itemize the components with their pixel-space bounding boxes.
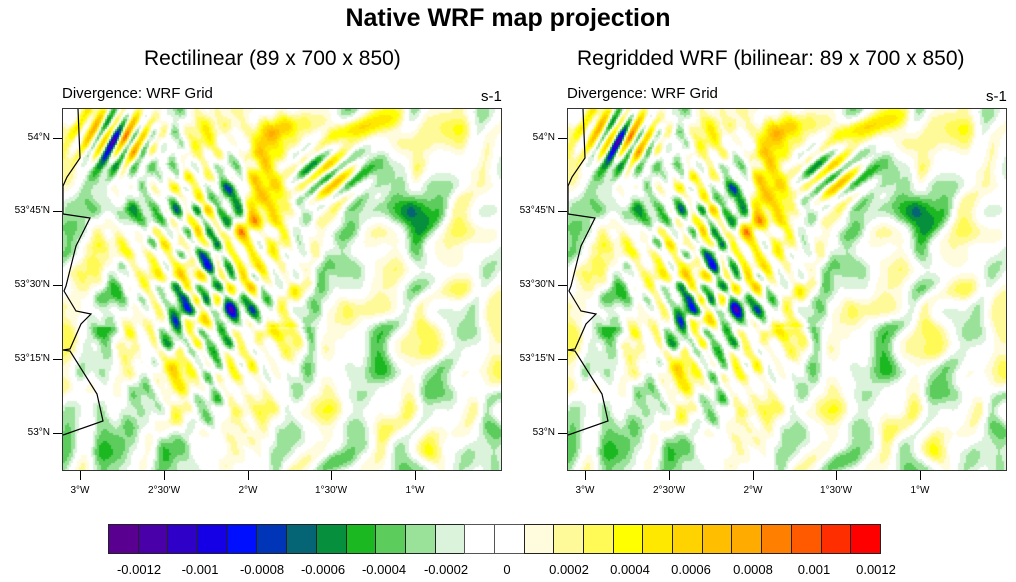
colorbar-box [820,524,852,554]
main-title: Native WRF map projection [345,4,671,32]
colorbar-box [167,524,199,554]
colorbar-box [850,524,881,554]
units-label: s-1 [986,88,1007,105]
y-tick [53,359,62,360]
x-tick [920,471,921,480]
x-tick [836,471,837,480]
y-tick-label: 53°N [532,427,555,438]
coastline [568,109,609,436]
divergence-field [63,109,501,470]
panel-title: Rectilinear (89 x 700 x 850) [144,47,401,70]
x-tick-label: 1°W [910,485,930,496]
coastline [63,109,104,436]
colorbar-box [583,524,614,554]
colorbar-label: 0.0008 [733,562,773,577]
y-tick [53,433,62,434]
colorbar-box [790,524,822,554]
x-tick-label: 2°W [743,485,763,496]
x-tick [248,471,249,480]
y-tick [558,359,567,360]
y-tick [53,138,62,139]
x-tick-label: 2°30'W [652,485,686,496]
panel-rectilinear: Rectilinear (89 x 700 x 850) Divergence:… [0,0,508,500]
x-tick-label: 1°W [405,485,425,496]
x-tick-label: 3°W [70,485,90,496]
colorbar-label: 0.0012 [856,562,896,577]
colorbar-label: 0 [503,562,511,577]
y-tick-label: 53°30'N [14,279,50,290]
colorbar-box [137,524,169,554]
x-tick-label: 2°30'W [147,485,181,496]
y-tick-label: 53°45'N [14,205,50,216]
x-tick-label: 1°30'W [819,485,853,496]
colorbar-box [434,524,466,554]
colorbar [108,524,881,554]
y-tick-label: 54°N [27,132,50,143]
colorbar-label: 0.001 [797,562,831,577]
colorbar-box [226,524,258,554]
y-tick-label: 54°N [532,132,555,143]
panel-regridded: Regridded WRF (bilinear: 89 x 700 x 850)… [505,0,1013,500]
colorbar-label: -0.0008 [239,562,285,577]
x-tick [415,471,416,480]
colorbar-box [286,524,317,554]
colorbar-label: -0.0006 [300,562,346,577]
y-tick [558,433,567,434]
colorbar-box [404,524,436,554]
colorbar-label: -0.0002 [423,562,469,577]
units-label: s-1 [481,88,502,105]
x-tick [753,471,754,480]
x-tick [669,471,670,480]
y-tick-label: 53°45'N [519,205,555,216]
map-plot-area[interactable] [567,108,1007,471]
y-tick-label: 53°30'N [519,279,555,290]
y-tick [558,285,567,286]
panel-title: Regridded WRF (bilinear: 89 x 700 x 850) [577,47,965,70]
divergence-field [568,109,1006,470]
colorbar-box [464,524,495,554]
y-tick-label: 53°N [27,427,50,438]
y-tick [53,285,62,286]
y-tick [53,211,62,212]
x-tick-label: 3°W [575,485,595,496]
variable-label: Divergence: WRF Grid [62,85,213,102]
colorbar-label: 0.0002 [549,562,589,577]
colorbar-box [345,524,377,554]
y-tick [558,138,567,139]
y-tick [558,211,567,212]
colorbar-box [612,524,644,554]
map-plot-area[interactable] [62,108,502,471]
colorbar-label: 0.0004 [610,562,650,577]
colorbar-box [731,524,763,554]
colorbar-box [493,524,525,554]
colorbar-box [553,524,584,554]
colorbar-label: 0.0006 [671,562,711,577]
x-tick [164,471,165,480]
colorbar-box [523,524,555,554]
colorbar-box [375,524,406,554]
colorbar-box [256,524,288,554]
colorbar-box [315,524,347,554]
colorbar-label: -0.001 [181,562,219,577]
x-tick [331,471,332,480]
variable-label: Divergence: WRF Grid [567,85,718,102]
colorbar-box [197,524,228,554]
x-tick-label: 2°W [238,485,258,496]
y-tick-label: 53°15'N [14,353,50,364]
colorbar-label: -0.0012 [116,562,162,577]
x-tick-label: 1°30'W [314,485,348,496]
colorbar-label: -0.0004 [361,562,407,577]
x-tick [585,471,586,480]
colorbar-box [642,524,674,554]
colorbar-box [761,524,792,554]
y-tick-label: 53°15'N [519,353,555,364]
colorbar-box [672,524,703,554]
colorbar-box [701,524,733,554]
x-tick [80,471,81,480]
colorbar-box [108,524,139,554]
